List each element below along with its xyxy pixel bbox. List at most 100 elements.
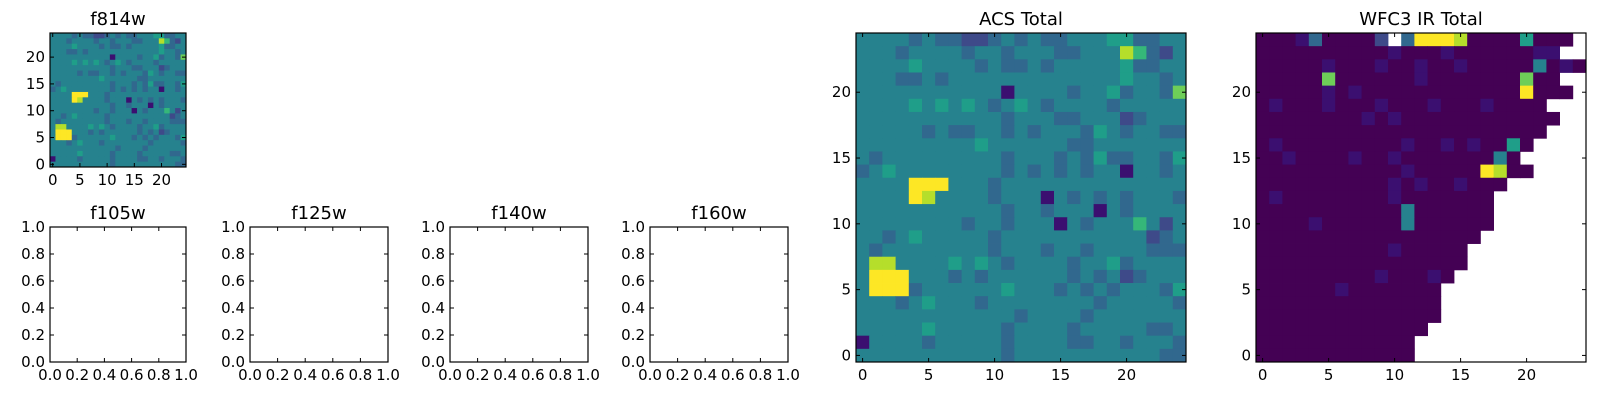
heatmap-cell	[158, 97, 165, 104]
heatmap-cell	[895, 309, 910, 323]
heatmap-cell	[961, 230, 976, 244]
heatmap-cell	[115, 156, 122, 163]
y-tick-label: 0.6	[21, 272, 45, 290]
heatmap-cell	[158, 70, 165, 77]
heatmap-cell	[1172, 85, 1187, 100]
heatmap-cell	[66, 113, 73, 120]
heatmap-cell	[961, 59, 976, 73]
heatmap-cell	[1256, 164, 1270, 179]
heatmap-cell	[1493, 125, 1508, 139]
heatmap-cell	[895, 46, 910, 60]
heatmap-cell	[120, 108, 127, 114]
heatmap-cell	[1269, 230, 1283, 244]
heatmap-cell	[104, 38, 111, 45]
axes-frame	[49, 226, 187, 363]
heatmap-cell	[922, 296, 936, 310]
heatmap-cell	[922, 230, 936, 244]
heatmap-cell	[1282, 230, 1296, 244]
heatmap-cell	[961, 269, 976, 284]
heatmap-cell	[908, 151, 923, 165]
heatmap-cell	[1146, 269, 1160, 284]
heatmap-cell	[948, 283, 962, 297]
heatmap-cell	[98, 134, 105, 141]
x-tick-label: 0.2	[666, 366, 690, 384]
heatmap-cell	[882, 269, 896, 284]
heatmap-cell	[1159, 335, 1174, 350]
heatmap-cell	[50, 86, 56, 93]
heatmap-cell	[961, 335, 976, 350]
heatmap-cell	[1467, 204, 1481, 218]
heatmap-cell	[1282, 98, 1296, 113]
heatmap-cell	[895, 138, 910, 152]
y-tick-label: 1.0	[221, 218, 245, 236]
heatmap-cell	[1001, 269, 1015, 284]
heatmap-cell	[961, 283, 976, 297]
heatmap-cell	[115, 65, 122, 71]
heatmap-cell	[158, 49, 165, 55]
heatmap-cell	[1335, 269, 1349, 284]
heatmap-cell	[908, 111, 923, 126]
heatmap-cell	[895, 217, 910, 231]
heatmap-cell	[1040, 309, 1055, 323]
heatmap-cell	[1520, 138, 1534, 152]
heatmap-cell	[1120, 243, 1134, 258]
heatmap-cell	[1067, 309, 1081, 323]
heatmap-cell	[1027, 177, 1042, 192]
heatmap-cell	[55, 81, 62, 87]
heatmap-cell	[1093, 98, 1108, 113]
heatmap-cell	[1080, 46, 1094, 60]
heatmap-cell	[1001, 138, 1015, 152]
heatmap-cell	[1159, 85, 1174, 100]
heatmap-cell	[935, 217, 949, 231]
heatmap-cell	[1146, 230, 1160, 244]
heatmap-cell	[131, 49, 138, 55]
heatmap-cell	[153, 86, 160, 93]
heatmap-cell	[120, 161, 127, 168]
heatmap-cell	[1361, 256, 1376, 271]
heatmap-cell	[961, 111, 976, 126]
heatmap-cell	[1080, 164, 1094, 179]
heatmap-cell	[1001, 243, 1015, 258]
heatmap-cell	[948, 98, 962, 113]
heatmap-cell	[169, 33, 176, 39]
heatmap-cell	[1295, 138, 1310, 152]
heatmap-cell	[142, 150, 149, 157]
heatmap-cell	[1256, 296, 1270, 310]
heatmap-cell	[1269, 46, 1283, 60]
heatmap-cell	[1335, 243, 1349, 258]
heatmap-cell	[908, 164, 923, 179]
heatmap-cell	[1308, 59, 1323, 73]
heatmap-cell	[88, 102, 94, 109]
heatmap-cell	[104, 81, 111, 87]
heatmap-cell	[1172, 256, 1187, 271]
heatmap-cell	[1001, 72, 1015, 87]
x-tick-label: 0.2	[266, 366, 290, 384]
heatmap-cell	[1159, 348, 1174, 363]
heatmap-cell	[1067, 151, 1081, 165]
heatmap-cell	[1172, 72, 1187, 87]
heatmap-cell	[922, 164, 936, 179]
heatmap-cell	[169, 49, 176, 55]
heatmap-cell	[1080, 283, 1094, 297]
heatmap-cell	[1067, 322, 1081, 337]
heatmap-cell	[82, 102, 89, 109]
heatmap-cell	[175, 33, 181, 39]
heatmap-cell	[120, 124, 127, 130]
heatmap-cell	[948, 164, 962, 179]
heatmap-cell	[1001, 256, 1015, 271]
heatmap-cell	[50, 97, 56, 104]
heatmap-cell	[55, 124, 62, 130]
heatmap-cell	[1374, 204, 1389, 218]
heatmap-cell	[1335, 72, 1349, 87]
heatmap-cell	[1282, 85, 1296, 100]
y-tick-label: 0.0	[221, 353, 245, 371]
heatmap-cell	[1093, 164, 1108, 179]
heatmap-cell	[120, 156, 127, 163]
heatmap-cell	[82, 156, 89, 163]
heatmap-cell	[1067, 190, 1081, 205]
heatmap-cell	[1172, 59, 1187, 73]
heatmap-cell	[158, 156, 165, 163]
heatmap-cell	[1080, 85, 1094, 100]
